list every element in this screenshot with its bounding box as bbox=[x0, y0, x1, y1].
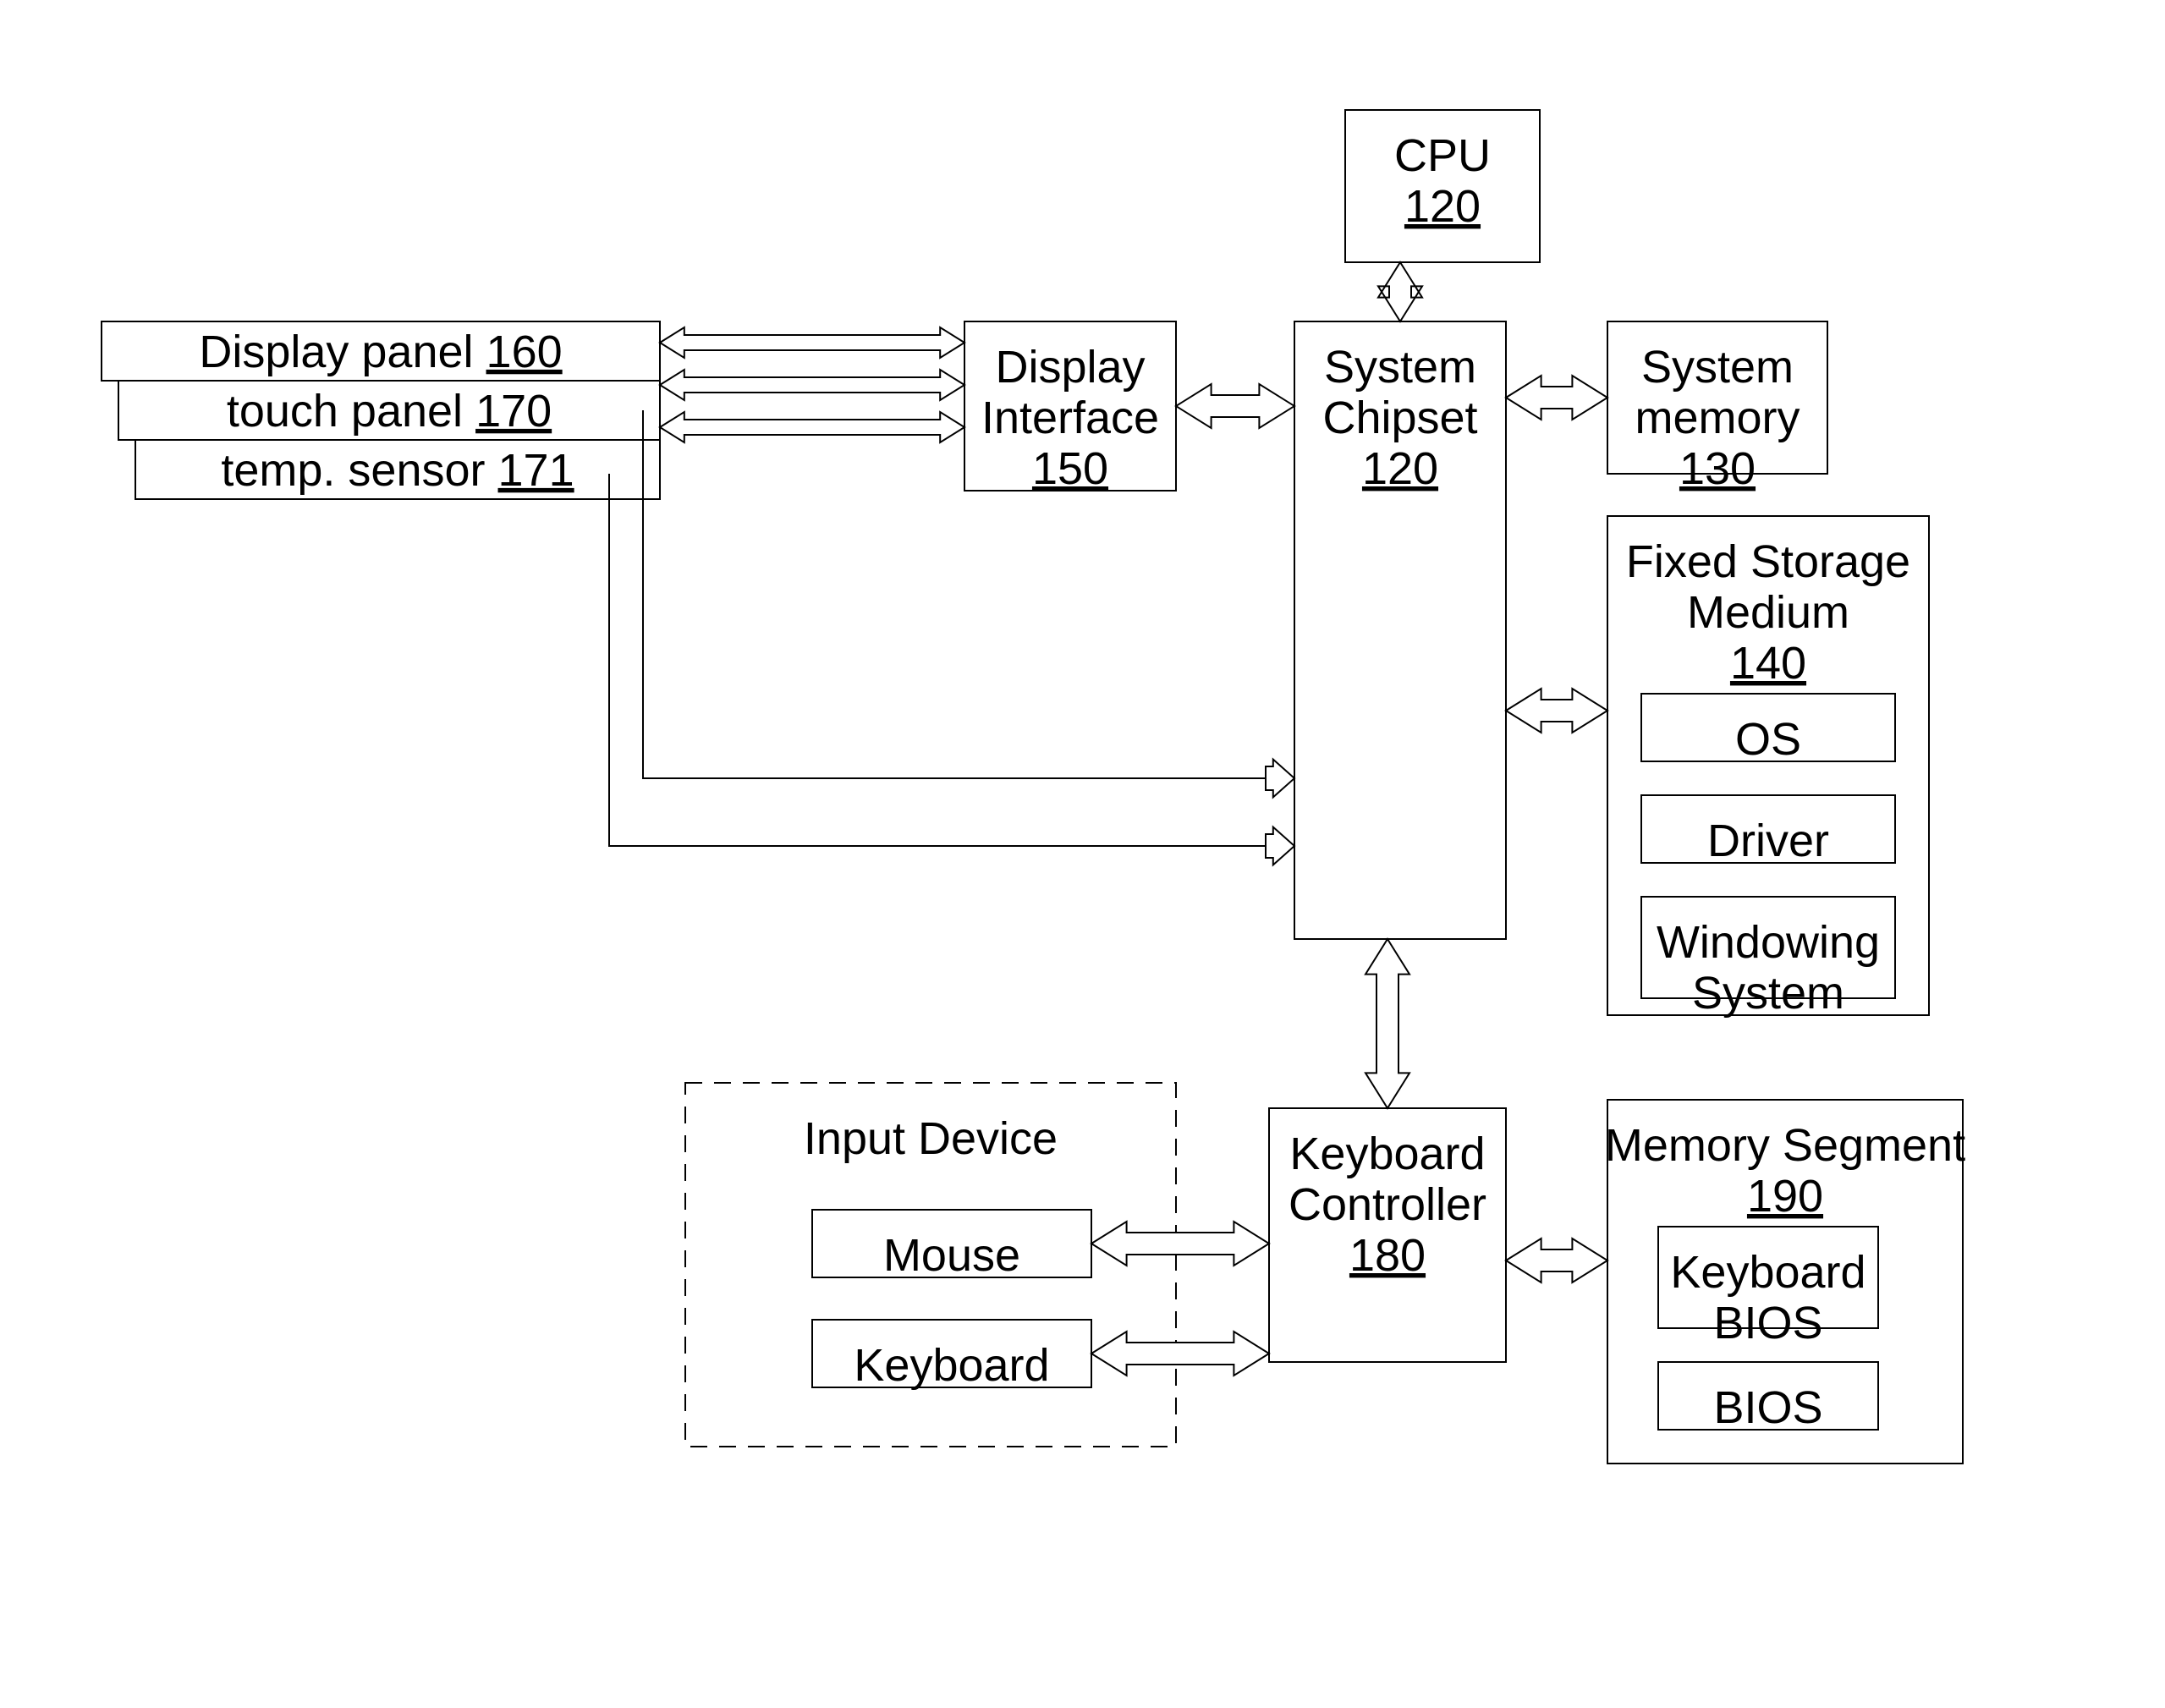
h-arrow bbox=[1506, 689, 1607, 733]
svg-text:Chipset: Chipset bbox=[1322, 393, 1477, 443]
svg-text:BIOS: BIOS bbox=[1713, 1382, 1822, 1433]
svg-text:190: 190 bbox=[1747, 1171, 1823, 1222]
svg-text:touch panel 170: touch panel 170 bbox=[227, 386, 552, 437]
into-chipset-arrow bbox=[1266, 827, 1294, 865]
svg-text:120: 120 bbox=[1362, 443, 1438, 494]
svg-text:Display: Display bbox=[995, 342, 1145, 393]
svg-text:OS: OS bbox=[1735, 714, 1801, 765]
inputDev-title: Input Device bbox=[804, 1113, 1058, 1164]
h-arrow bbox=[1091, 1332, 1269, 1376]
svg-text:Keyboard: Keyboard bbox=[1289, 1129, 1485, 1179]
h-arrow bbox=[1176, 384, 1294, 428]
svg-text:CPU: CPU bbox=[1394, 130, 1491, 181]
v-arrow bbox=[1365, 939, 1409, 1108]
touchPnl-box: touch panel 170 bbox=[118, 381, 660, 440]
svg-text:Windowing: Windowing bbox=[1657, 917, 1880, 968]
elbow-line bbox=[609, 474, 1266, 846]
h-arrow bbox=[1506, 376, 1607, 420]
svg-text:temp. sensor 171: temp. sensor 171 bbox=[221, 445, 574, 496]
svg-text:Mouse: Mouse bbox=[883, 1230, 1020, 1281]
h-arrow bbox=[660, 412, 964, 442]
svg-text:Memory Segment: Memory Segment bbox=[1605, 1120, 1965, 1171]
svg-text:System: System bbox=[1324, 342, 1476, 393]
svg-text:Medium: Medium bbox=[1687, 587, 1849, 638]
h-arrow bbox=[660, 370, 964, 400]
svg-text:Keyboard: Keyboard bbox=[854, 1340, 1049, 1391]
svg-text:Interface: Interface bbox=[981, 393, 1159, 443]
h-arrow bbox=[660, 327, 964, 358]
h-arrow bbox=[1091, 1222, 1269, 1266]
svg-text:130: 130 bbox=[1679, 443, 1756, 494]
v-arrow bbox=[1378, 262, 1422, 321]
svg-text:180: 180 bbox=[1349, 1230, 1426, 1281]
svg-text:System: System bbox=[1692, 968, 1844, 1019]
svg-text:memory: memory bbox=[1635, 393, 1800, 443]
displayPnl-box: Display panel 160 bbox=[102, 321, 660, 381]
h-arrow bbox=[1506, 1238, 1607, 1282]
svg-text:Driver: Driver bbox=[1707, 816, 1829, 866]
svg-text:Keyboard: Keyboard bbox=[1670, 1247, 1866, 1298]
svg-text:Fixed Storage: Fixed Storage bbox=[1626, 536, 1910, 587]
svg-text:BIOS: BIOS bbox=[1713, 1298, 1822, 1348]
svg-text:Display panel 160: Display panel 160 bbox=[199, 327, 562, 377]
tempSensor-box: temp. sensor 171 bbox=[135, 440, 660, 499]
svg-text:150: 150 bbox=[1032, 443, 1108, 494]
svg-text:120: 120 bbox=[1404, 181, 1481, 232]
svg-text:System: System bbox=[1641, 342, 1794, 393]
svg-text:140: 140 bbox=[1730, 638, 1806, 689]
svg-text:Controller: Controller bbox=[1289, 1179, 1486, 1230]
into-chipset-arrow bbox=[1266, 760, 1294, 798]
